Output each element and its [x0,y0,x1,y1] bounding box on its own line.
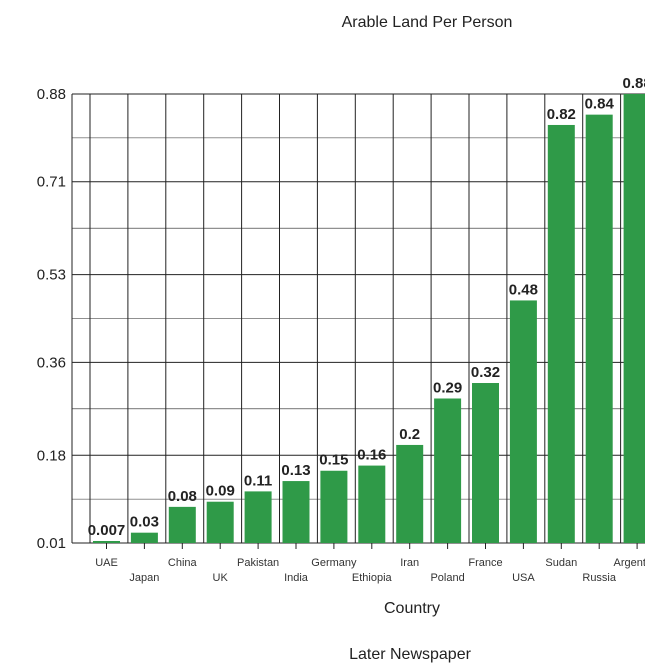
value-label: 0.48 [509,281,538,298]
y-tick-label: 0.01 [37,535,66,552]
value-label: 0.82 [547,106,576,123]
chart-title: Arable Land Per Person [342,14,513,31]
value-label: 0.08 [168,488,197,505]
x-tick-label: Pakistan [237,557,279,569]
x-tick-label: Ethiopia [352,572,393,584]
x-tick-label: Argentina [614,557,645,569]
y-axis-ticks: 0.01 0.18 0.36 0.53 0.71 0.88 [37,86,66,552]
x-tick-label: Japan [129,572,159,584]
grid-lines [71,93,645,544]
value-label: 0.16 [357,447,386,464]
y-tick-label: 0.18 [37,447,66,464]
x-tick-label: Russia [582,572,617,584]
bar-usa [509,300,537,543]
x-tick-label: UK [213,572,229,584]
x-tick-label: France [468,557,502,569]
bar-india [282,481,310,543]
bar-germany [320,470,348,543]
value-label: 0.03 [130,514,159,531]
value-label: 0.13 [281,462,310,479]
x-axis-label: Country [384,600,440,617]
y-tick-label: 0.88 [37,86,66,103]
x-tick-label: Iran [400,557,419,569]
x-tick-label: Germany [311,557,357,569]
bars: 0.007 0.03 0.08 0.09 0.11 0.13 0.15 0.16 0.2 0.29… [88,75,645,543]
value-label: 0.29 [433,379,462,396]
value-label: 0.09 [206,483,235,500]
bar-pakistan [244,491,272,543]
value-label: 0.2 [399,426,420,443]
bar-russia [585,114,613,543]
x-tick-label: India [284,572,309,584]
y-tick-label: 0.36 [37,354,66,371]
value-label: 0.15 [319,452,348,469]
x-tick-label: Poland [430,572,464,584]
x-tick-label: USA [512,572,535,584]
bar-ethiopia [358,465,386,543]
x-tick-label: UAE [95,557,118,569]
bar-uk [206,501,234,543]
bar-poland [434,398,462,543]
bar-argentina [623,94,645,543]
bar-iran [396,444,424,543]
x-tick-label: China [168,557,198,569]
bar-uae [93,541,120,543]
value-label: 0.88 [622,75,645,92]
value-label: 0.84 [585,96,615,113]
bar-china [168,506,196,543]
value-label: 0.32 [471,364,500,381]
value-label: 0.11 [244,472,272,489]
bar-france [472,383,499,543]
y-tick-label: 0.53 [37,267,66,284]
footer-caption: Later Newspaper [349,646,472,663]
value-label: 0.007 [88,522,126,539]
y-tick-label: 0.71 [37,174,66,191]
x-tick-label: Sudan [545,557,577,569]
bar-sudan [547,124,575,543]
bar-japan [130,532,158,543]
